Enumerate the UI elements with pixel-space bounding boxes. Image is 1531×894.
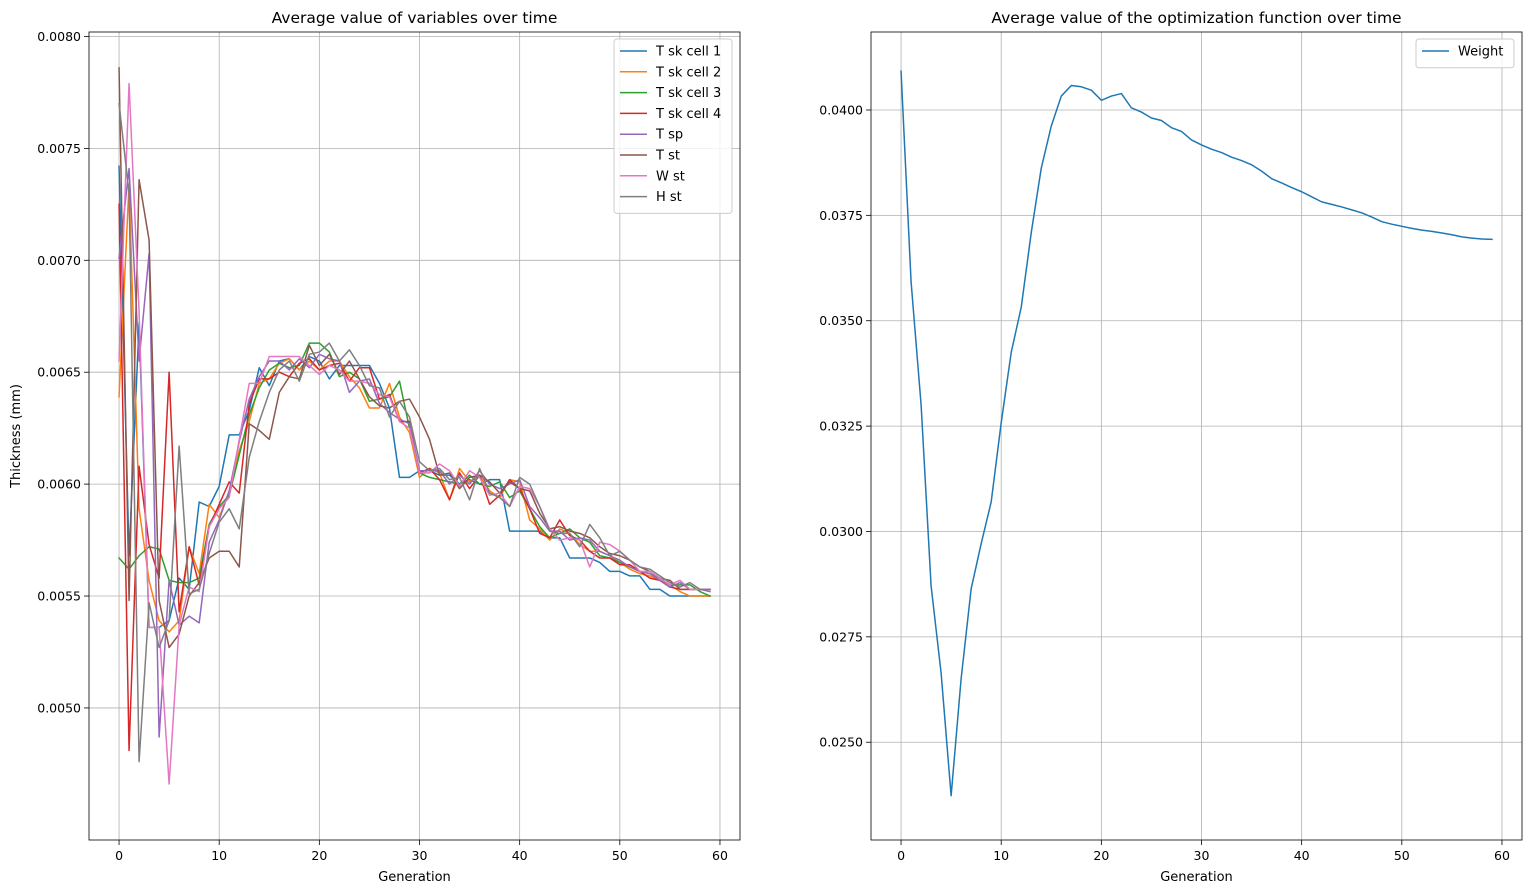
y-tick-label: 0.0065 bbox=[37, 365, 81, 380]
chart-title: Average value of variables over time bbox=[272, 9, 558, 27]
y-tick-label: 0.0250 bbox=[819, 735, 863, 750]
x-tick-label: 20 bbox=[311, 848, 327, 863]
legend-label-h-st: H st bbox=[656, 190, 682, 205]
x-tick-label: 0 bbox=[115, 848, 123, 863]
y-tick-label: 0.0350 bbox=[819, 313, 863, 328]
y-tick-label: 0.0080 bbox=[37, 29, 81, 44]
legend-label-t-sk-cell-3: T sk cell 3 bbox=[655, 86, 721, 101]
y-tick-label: 0.0275 bbox=[819, 629, 863, 644]
series-line-t-st bbox=[118, 67, 711, 649]
series-line-weight bbox=[900, 70, 1493, 797]
y-tick-label: 0.0060 bbox=[37, 477, 81, 492]
x-tick-label: 30 bbox=[1194, 848, 1210, 863]
y-tick-label: 0.0050 bbox=[37, 700, 81, 715]
series-line-t-sk-cell-1 bbox=[118, 165, 711, 629]
legend: Weight bbox=[1415, 38, 1515, 69]
series-group bbox=[117, 67, 711, 785]
axes-frame bbox=[870, 31, 1523, 841]
x-tick-label: 10 bbox=[211, 848, 227, 863]
axes-frame bbox=[88, 31, 741, 841]
x-tick-label: 20 bbox=[1093, 848, 1109, 863]
y-tick-label: 0.0055 bbox=[37, 589, 81, 604]
chart-panel-2: 0 10 20 30 40 50 60 0.0250 0.0275 0.0300 0.0325 0.0… bbox=[819, 9, 1523, 885]
x-axis-label: Generation bbox=[1160, 870, 1233, 885]
y-tick-label: 0.0400 bbox=[819, 102, 863, 117]
legend-label-w-st: W st bbox=[656, 169, 685, 184]
legend-label-t-sk-cell-2: T sk cell 2 bbox=[655, 65, 721, 80]
legend-box bbox=[1415, 38, 1515, 69]
y-tick-label: 0.0375 bbox=[819, 208, 863, 223]
legend-label-t-sk-cell-4: T sk cell 4 bbox=[655, 107, 721, 122]
legend-label-t-sk-cell-1: T sk cell 1 bbox=[655, 45, 721, 60]
x-tick-label: 30 bbox=[412, 848, 428, 863]
chart-panel-1: 0 10 20 30 40 50 60 0.0050 0.0055 0.0060 0.0065 0.0… bbox=[9, 9, 741, 885]
x-tick-label: 40 bbox=[512, 848, 528, 863]
y-tick-label: 0.0075 bbox=[37, 141, 81, 156]
x-tick-label: 40 bbox=[1294, 848, 1310, 863]
series-line-h-st bbox=[118, 102, 711, 763]
series-group bbox=[900, 70, 1493, 797]
legend-box bbox=[613, 38, 733, 214]
x-tick-label: 50 bbox=[1394, 848, 1410, 863]
y-tick-label: 0.0325 bbox=[819, 419, 863, 434]
x-tick-label: 50 bbox=[612, 848, 628, 863]
legend-label-t-st: T st bbox=[655, 149, 680, 164]
series-line-w-st bbox=[118, 82, 711, 785]
chart-title: Average value of the optimization functi… bbox=[991, 9, 1401, 27]
legend-label-weight: Weight bbox=[1458, 45, 1503, 60]
x-tick-label: 60 bbox=[712, 848, 728, 863]
legend: T sk cell 1 T sk cell 2 T sk cell 3 T sk ce… bbox=[613, 38, 733, 214]
x-tick-label: 60 bbox=[1494, 848, 1510, 863]
x-tick-label: 10 bbox=[993, 848, 1009, 863]
x-tick-label: 0 bbox=[897, 848, 905, 863]
y-axis-label: Thickness (mm) bbox=[9, 384, 24, 489]
legend-label-t-sp: T sp bbox=[655, 128, 683, 143]
x-axis-label: Generation bbox=[378, 870, 451, 885]
y-tick-label: 0.0070 bbox=[37, 253, 81, 268]
plot-area bbox=[871, 32, 1522, 840]
y-tick-label: 0.0300 bbox=[819, 524, 863, 539]
